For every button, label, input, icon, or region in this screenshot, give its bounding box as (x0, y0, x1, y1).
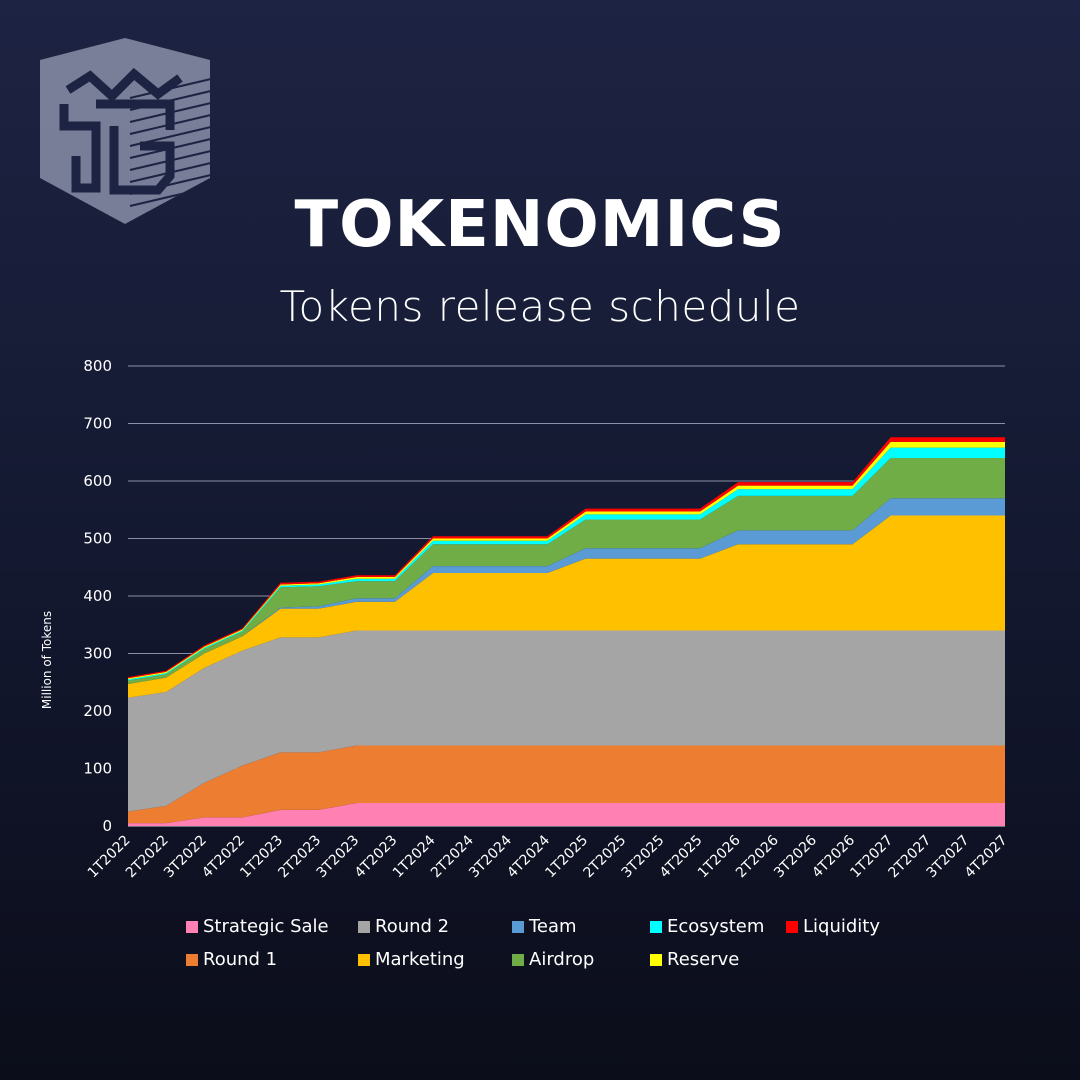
legend-item-reserve: Reserve (650, 949, 739, 970)
legend-item-strategic-sale: Strategic Sale (186, 916, 329, 937)
legend-swatch (186, 953, 198, 966)
y-tick-label: 0 (102, 817, 112, 835)
area-airdrop (128, 458, 1005, 684)
legend-swatch (650, 953, 662, 966)
legend-label: Strategic Sale (203, 916, 329, 937)
y-axis-label: Million of Tokens (40, 610, 54, 710)
legend-label: Ecosystem (667, 916, 765, 937)
y-tick-label: 400 (83, 587, 112, 605)
area-marketing (128, 515, 1005, 698)
legend-label: Airdrop (529, 949, 595, 970)
y-axis-ticks: 0 100 200 300 400 500 600 700 800 (83, 357, 112, 835)
legend-swatch (358, 953, 370, 966)
y-tick-label: 200 (83, 702, 112, 720)
page-subtitle: Tokens release schedule (279, 282, 801, 331)
chart-areas (128, 437, 1005, 826)
chart-legend: Strategic Sale Round 2 Team Ecosystem Liquid… (186, 916, 1006, 986)
page-title: TOKENOMICS (294, 188, 786, 262)
legend-item-round-2: Round 2 (358, 916, 449, 937)
legend-label: Liquidity (803, 916, 881, 937)
legend-label: Round 2 (375, 916, 450, 937)
y-tick-label: 300 (83, 645, 112, 663)
legend-swatch (650, 920, 662, 933)
legend-label: Round 1 (203, 949, 278, 970)
legend-item-airdrop: Airdrop (512, 949, 594, 970)
legend-swatch (512, 953, 524, 966)
y-tick-label: 600 (83, 472, 112, 490)
legend-item-liquidity: Liquidity (786, 916, 880, 937)
x-tick-label: 4T2027 (962, 832, 1011, 881)
release-schedule-chart: 0 100 200 300 400 500 600 700 800 1T20222T20223T… (83, 357, 1011, 881)
legend-item-team: Team (512, 916, 577, 937)
y-tick-label: 700 (83, 415, 112, 433)
legend-label: Marketing (375, 949, 465, 970)
legend-item-marketing: Marketing (358, 949, 465, 970)
area-strategic-sale (128, 803, 1005, 826)
shield-crown-logo-icon (40, 38, 210, 224)
legend-item-round-1: Round 1 (186, 949, 277, 970)
y-tick-label: 800 (83, 357, 112, 375)
legend-swatch (358, 920, 370, 933)
legend-swatch (512, 920, 524, 933)
legend-label: Reserve (667, 949, 740, 970)
legend-swatch (786, 920, 798, 933)
legend-swatch (186, 920, 198, 933)
y-tick-label: 500 (83, 530, 112, 548)
legend-label: Team (529, 916, 577, 937)
area-round-2 (128, 630, 1005, 812)
y-tick-label: 100 (83, 760, 112, 778)
x-axis-ticks: 1T20222T20223T20224T20221T20232T20233T20… (85, 832, 1011, 881)
legend-item-ecosystem: Ecosystem (650, 916, 764, 937)
area-round-1 (128, 745, 1005, 824)
